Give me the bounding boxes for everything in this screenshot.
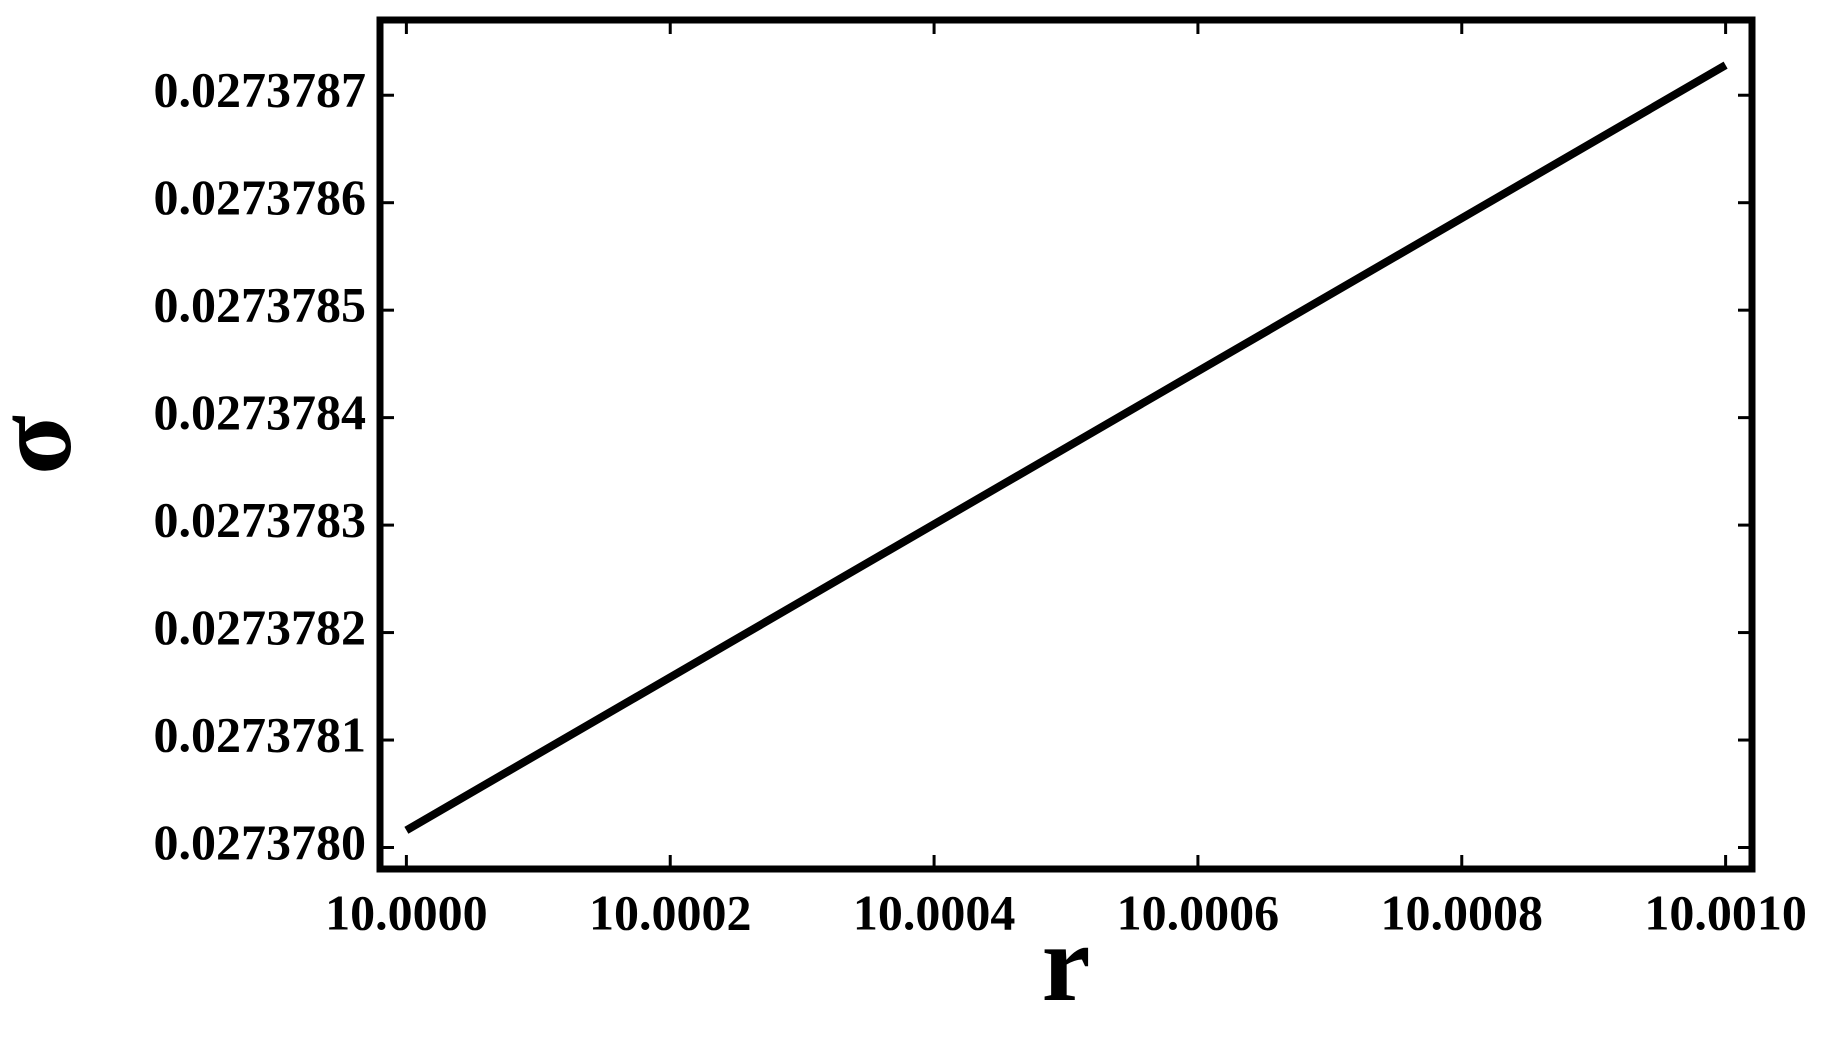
y-tick-label: 0.0273780 — [154, 814, 367, 870]
y-axis-label: σ — [0, 415, 94, 475]
y-tick-label: 0.0273782 — [154, 599, 367, 655]
x-axis-label: r — [1042, 902, 1091, 1024]
x-tick-label: 10.0008 — [1381, 884, 1544, 940]
y-tick-label: 0.0273784 — [154, 384, 367, 440]
x-tick-label: 10.0010 — [1644, 884, 1807, 940]
y-tick-label: 0.0273786 — [154, 169, 367, 225]
y-tick-label: 0.0273781 — [154, 707, 367, 763]
data-line — [404, 61, 1728, 834]
x-tick-label: 10.0002 — [589, 884, 752, 940]
plot-frame — [376, 16, 1756, 873]
y-tick-label: 0.0273787 — [154, 62, 367, 118]
y-tick-label: 0.0273783 — [154, 492, 367, 548]
x-tick-label: 10.0006 — [1117, 884, 1280, 940]
x-tick-label: 10.0004 — [853, 884, 1016, 940]
y-tick-label: 0.0273785 — [154, 277, 367, 333]
x-tick-label: 10.0000 — [325, 884, 488, 940]
